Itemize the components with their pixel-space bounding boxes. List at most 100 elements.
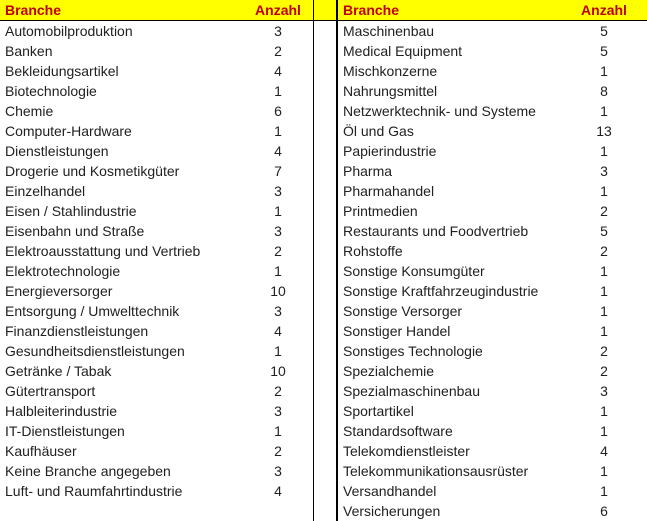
anzahl-cell[interactable]: 1 bbox=[274, 343, 282, 359]
anzahl-cell[interactable]: 1 bbox=[600, 463, 608, 479]
branche-cell[interactable]: Gesundheitsdienstleistungen bbox=[5, 343, 185, 359]
branche-cell[interactable]: Netzwerktechnik- und Systeme bbox=[343, 103, 536, 119]
branche-cell[interactable]: Nahrungsmittel bbox=[343, 83, 438, 99]
anzahl-cell[interactable]: 10 bbox=[270, 363, 286, 379]
anzahl-cell[interactable]: 1 bbox=[600, 283, 608, 299]
branche-cell[interactable]: Öl und Gas bbox=[343, 123, 414, 139]
branche-cell[interactable]: Luft- und Raumfahrtindustrie bbox=[5, 483, 183, 499]
branche-cell[interactable]: Finanzdienstleistungen bbox=[5, 323, 149, 339]
branche-cell[interactable]: Eisen / Stahlindustrie bbox=[5, 203, 137, 219]
anzahl-cell[interactable]: 1 bbox=[274, 83, 282, 99]
anzahl-cell[interactable]: 1 bbox=[600, 403, 608, 419]
anzahl-cell[interactable]: 4 bbox=[274, 323, 282, 339]
branche-cell[interactable]: Kaufhäuser bbox=[5, 443, 77, 459]
anzahl-cell[interactable]: 2 bbox=[274, 43, 282, 59]
anzahl-cell[interactable]: 3 bbox=[274, 23, 282, 39]
branche-cell[interactable]: Spezialchemie bbox=[343, 363, 435, 379]
anzahl-cell[interactable]: 6 bbox=[600, 503, 608, 519]
branche-cell[interactable]: Sonstiges Technologie bbox=[343, 343, 483, 359]
anzahl-cell[interactable]: 2 bbox=[600, 363, 608, 379]
anzahl-cell[interactable]: 1 bbox=[274, 203, 282, 219]
anzahl-cell[interactable]: 1 bbox=[600, 183, 608, 199]
branche-cell[interactable]: Rohstoffe bbox=[343, 243, 403, 259]
branche-cell[interactable]: Pharmahandel bbox=[343, 183, 435, 199]
branche-cell[interactable]: Maschinenbau bbox=[343, 23, 435, 39]
branche-cell[interactable]: Sonstige Kraftfahrzeugindustrie bbox=[343, 283, 539, 299]
anzahl-cell[interactable]: 3 bbox=[274, 403, 282, 419]
branche-cell[interactable]: Energieversorger bbox=[5, 283, 113, 299]
column-header-anzahl[interactable]: Anzahl bbox=[567, 0, 647, 21]
branche-cell[interactable]: Dienstleistungen bbox=[5, 143, 109, 159]
anzahl-cell[interactable]: 4 bbox=[274, 63, 282, 79]
branche-cell[interactable]: Medical Equipment bbox=[343, 43, 463, 59]
branche-cell[interactable]: Versicherungen bbox=[343, 503, 441, 519]
column-header-anzahl[interactable]: Anzahl bbox=[243, 0, 313, 21]
anzahl-cell[interactable]: 3 bbox=[274, 223, 282, 239]
branche-cell[interactable]: Pharma bbox=[343, 163, 393, 179]
branche-cell[interactable]: Drogerie und Kosmetikgüter bbox=[5, 163, 180, 179]
branche-cell[interactable]: Einzelhandel bbox=[5, 183, 86, 199]
column-header-branche[interactable]: Branche bbox=[338, 0, 567, 21]
anzahl-cell[interactable]: 1 bbox=[274, 263, 282, 279]
branche-cell[interactable]: Eisenbahn und Straße bbox=[5, 223, 145, 239]
branche-cell[interactable]: Banken bbox=[5, 43, 53, 59]
anzahl-cell[interactable]: 3 bbox=[274, 183, 282, 199]
column-header-branche[interactable]: Branche bbox=[0, 0, 243, 21]
anzahl-cell[interactable]: 13 bbox=[596, 123, 612, 139]
branche-cell[interactable]: Sonstige Versorger bbox=[343, 303, 463, 319]
anzahl-cell[interactable]: 4 bbox=[274, 143, 282, 159]
anzahl-cell[interactable]: 4 bbox=[600, 443, 608, 459]
anzahl-cell[interactable]: 7 bbox=[274, 163, 282, 179]
anzahl-cell[interactable]: 3 bbox=[600, 383, 608, 399]
anzahl-cell[interactable]: 2 bbox=[274, 243, 282, 259]
branche-cell[interactable]: Computer-Hardware bbox=[5, 123, 132, 139]
anzahl-cell[interactable]: 6 bbox=[274, 103, 282, 119]
branche-cell[interactable]: Sportartikel bbox=[343, 403, 414, 419]
anzahl-cell[interactable]: 2 bbox=[600, 343, 608, 359]
anzahl-cell[interactable]: 10 bbox=[270, 283, 286, 299]
anzahl-cell[interactable]: 1 bbox=[600, 423, 608, 439]
anzahl-cell[interactable]: 2 bbox=[600, 243, 608, 259]
branche-cell[interactable]: Restaurants und Foodvertrieb bbox=[343, 223, 529, 239]
anzahl-cell[interactable]: 3 bbox=[274, 303, 282, 319]
branche-cell[interactable]: Halbleiterindustrie bbox=[5, 403, 118, 419]
branche-cell[interactable]: Spezialmaschinenbau bbox=[343, 383, 480, 399]
anzahl-cell[interactable]: 5 bbox=[600, 23, 608, 39]
branche-cell[interactable]: Bekleidungsartikel bbox=[5, 63, 119, 79]
anzahl-cell[interactable]: 1 bbox=[600, 483, 608, 499]
branche-cell[interactable]: Printmedien bbox=[343, 203, 418, 219]
anzahl-cell[interactable]: 1 bbox=[600, 143, 608, 159]
branche-cell[interactable]: Versandhandel bbox=[343, 483, 437, 499]
branche-cell[interactable]: Papierindustrie bbox=[343, 143, 437, 159]
anzahl-cell[interactable]: 2 bbox=[274, 443, 282, 459]
branche-cell[interactable]: Automobilproduktion bbox=[5, 23, 133, 39]
branche-cell[interactable]: Elektroausstattung und Vertrieb bbox=[5, 243, 201, 259]
branche-cell[interactable]: Sonstiger Handel bbox=[343, 323, 451, 339]
anzahl-cell[interactable]: 1 bbox=[600, 323, 608, 339]
anzahl-cell[interactable]: 5 bbox=[600, 43, 608, 59]
anzahl-cell[interactable]: 3 bbox=[600, 163, 608, 179]
anzahl-cell[interactable]: 2 bbox=[274, 383, 282, 399]
branche-cell[interactable]: Elektrotechnologie bbox=[5, 263, 121, 279]
branche-cell[interactable]: Biotechnologie bbox=[5, 83, 97, 99]
branche-cell[interactable]: Telekommunikationsausrüster bbox=[343, 463, 529, 479]
anzahl-cell[interactable]: 4 bbox=[274, 483, 282, 499]
anzahl-cell[interactable]: 1 bbox=[600, 303, 608, 319]
branche-cell[interactable]: Sonstige Konsumgüter bbox=[343, 263, 485, 279]
anzahl-cell[interactable]: 8 bbox=[600, 83, 608, 99]
anzahl-cell[interactable]: 1 bbox=[600, 103, 608, 119]
anzahl-cell[interactable]: 1 bbox=[600, 263, 608, 279]
anzahl-cell[interactable]: 1 bbox=[274, 423, 282, 439]
branche-cell[interactable]: Chemie bbox=[5, 103, 54, 119]
anzahl-cell[interactable]: 1 bbox=[600, 63, 608, 79]
anzahl-cell[interactable]: 2 bbox=[600, 203, 608, 219]
branche-cell[interactable]: Gütertransport bbox=[5, 383, 96, 399]
branche-cell[interactable]: Keine Branche angegeben bbox=[5, 463, 171, 479]
anzahl-cell[interactable]: 5 bbox=[600, 223, 608, 239]
branche-cell[interactable]: Telekomdienstleister bbox=[343, 443, 470, 459]
anzahl-cell[interactable]: 3 bbox=[274, 463, 282, 479]
anzahl-cell[interactable]: 1 bbox=[274, 123, 282, 139]
branche-cell[interactable]: Getränke / Tabak bbox=[5, 363, 112, 379]
branche-cell[interactable]: Entsorgung / Umwelttechnik bbox=[5, 303, 180, 319]
branche-cell[interactable]: IT-Dienstleistungen bbox=[5, 423, 125, 439]
